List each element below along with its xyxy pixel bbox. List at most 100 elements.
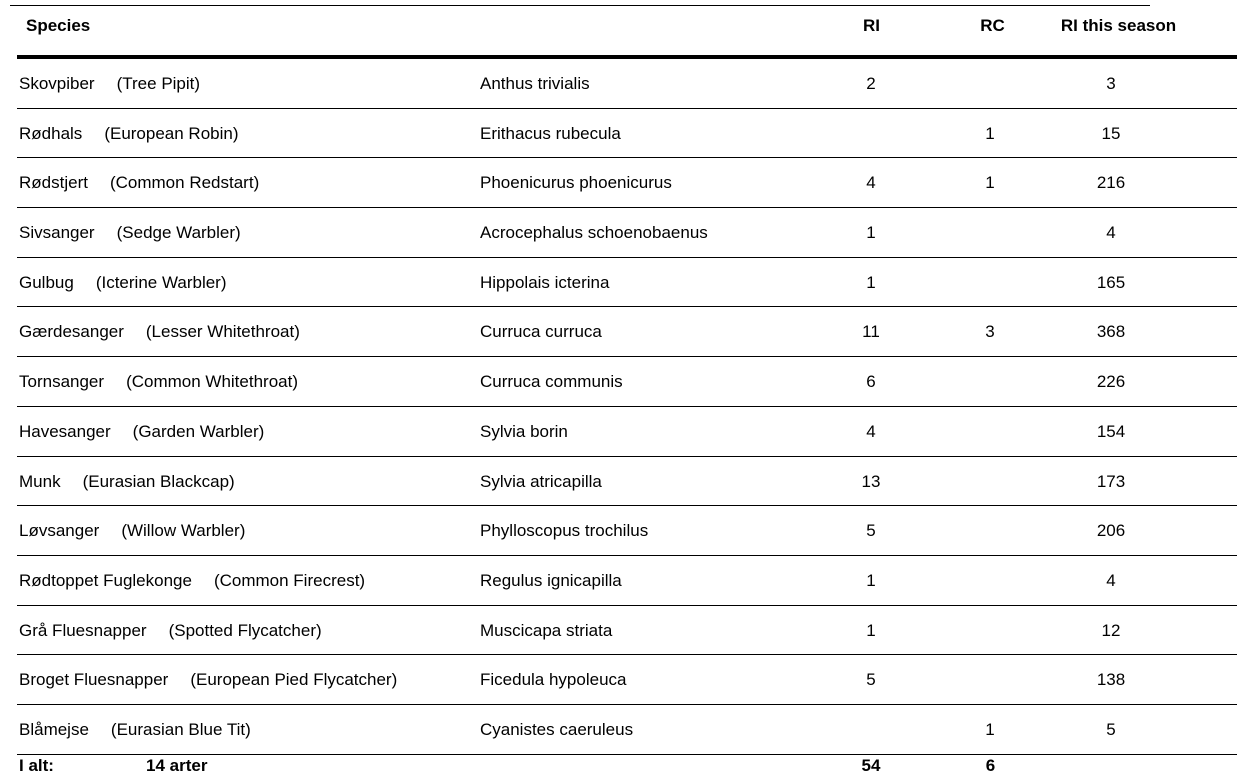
table-row: Rødtoppet Fuglekonge (Common Firecrest) Re… bbox=[17, 556, 1237, 606]
english-name: (Garden Warbler) bbox=[132, 421, 265, 441]
header-species: Species bbox=[26, 16, 91, 35]
english-name: (European Robin) bbox=[104, 123, 239, 143]
table-row: Rødhals (European Robin) Erithacus rubecul… bbox=[17, 109, 1237, 159]
table-row: Løvsanger (Willow Warbler) Phylloscopus tr… bbox=[17, 506, 1237, 556]
english-name: (Lesser Whitethroat) bbox=[145, 322, 300, 342]
ri-season-value: 206 bbox=[1096, 521, 1126, 541]
english-name: (Common Whitethroat) bbox=[126, 372, 298, 392]
latin-name: Hippolais icterina bbox=[480, 272, 610, 292]
species-name: Havesanger (Garden Warbler) bbox=[19, 407, 264, 457]
species-name: Sivsanger (Sedge Warbler) bbox=[19, 208, 241, 258]
species-name: Rødtoppet Fuglekonge (Common Firecrest) bbox=[19, 556, 365, 606]
total-species-count: 14 arter bbox=[146, 756, 208, 775]
danish-name: Broget Fluesnapper bbox=[19, 670, 169, 690]
danish-name: Gærdesanger bbox=[19, 322, 124, 342]
species-name: Gærdesanger (Lesser Whitethroat) bbox=[19, 307, 300, 357]
ri-season-value: 165 bbox=[1096, 272, 1126, 292]
ri-value: 13 bbox=[861, 471, 881, 491]
species-name: Munk (Eurasian Blackcap) bbox=[19, 457, 235, 507]
ri-value: 1 bbox=[866, 620, 876, 640]
rc-value: 1 bbox=[985, 719, 995, 739]
ri-value: 4 bbox=[866, 421, 876, 441]
total-ri: 54 bbox=[861, 756, 881, 775]
table-row: Gærdesanger (Lesser Whitethroat) Curruca c… bbox=[17, 307, 1237, 358]
header-rule bbox=[17, 55, 1237, 59]
danish-name: Rødstjert bbox=[19, 173, 88, 193]
danish-name: Rødhals bbox=[19, 123, 83, 143]
species-name: Grå Fluesnapper (Spotted Flycatcher) bbox=[19, 606, 322, 656]
ri-value: 1 bbox=[866, 223, 876, 243]
latin-name: Sylvia borin bbox=[480, 421, 568, 441]
table-row: Skovpiber (Tree Pipit) Anthus trivialis 2 3 bbox=[17, 59, 1237, 109]
latin-name: Ficedula hypoleuca bbox=[480, 670, 627, 690]
table-row: Rødstjert (Common Redstart) Phoenicurus ph… bbox=[17, 158, 1237, 209]
danish-name: Skovpiber bbox=[19, 74, 95, 93]
english-name: (Sedge Warbler) bbox=[116, 223, 241, 243]
ri-value: 5 bbox=[866, 670, 876, 690]
latin-name: Phylloscopus trochilus bbox=[480, 521, 649, 541]
danish-name: Tornsanger bbox=[19, 372, 105, 392]
ri-season-value: 173 bbox=[1096, 471, 1126, 491]
english-name: (European Pied Flycatcher) bbox=[190, 670, 398, 690]
ri-season-value: 15 bbox=[1101, 123, 1121, 143]
ri-season-value: 368 bbox=[1096, 322, 1126, 342]
english-name: (Spotted Flycatcher) bbox=[168, 620, 322, 640]
danish-name: Løvsanger bbox=[19, 521, 100, 541]
table-body: Skovpiber (Tree Pipit) Anthus trivialis 2 3 R… bbox=[0, 59, 1253, 755]
header-ri: RI bbox=[863, 16, 880, 35]
species-name: Skovpiber (Tree Pipit) bbox=[19, 59, 200, 109]
ri-value: 11 bbox=[862, 322, 880, 342]
danish-name: Munk bbox=[19, 471, 61, 491]
rc-value: 1 bbox=[985, 123, 995, 143]
danish-name: Rødtoppet Fuglekonge bbox=[19, 570, 192, 590]
rc-value: 3 bbox=[985, 322, 995, 342]
ri-season-value: 216 bbox=[1096, 173, 1126, 193]
rc-value: 1 bbox=[985, 173, 995, 193]
ri-season-value: 5 bbox=[1106, 719, 1116, 739]
species-name: Rødstjert (Common Redstart) bbox=[19, 158, 259, 208]
danish-name: Havesanger bbox=[19, 421, 111, 441]
latin-name: Regulus ignicapilla bbox=[480, 570, 622, 590]
latin-name: Erithacus rubecula bbox=[480, 123, 621, 143]
table-row: Havesanger (Garden Warbler) Sylvia borin 4 1… bbox=[17, 407, 1237, 457]
latin-name: Muscicapa striata bbox=[480, 620, 613, 640]
table-row: Munk (Eurasian Blackcap) Sylvia atricapill… bbox=[17, 457, 1237, 507]
species-name: Gulbug (Icterine Warbler) bbox=[19, 258, 227, 308]
latin-name: Phoenicurus phoenicurus bbox=[480, 173, 672, 193]
table-row: Gulbug (Icterine Warbler) Hippolais icteri… bbox=[17, 258, 1237, 308]
ri-value: 5 bbox=[866, 521, 876, 541]
species-name: Rødhals (European Robin) bbox=[19, 109, 239, 159]
ri-season-value: 226 bbox=[1096, 372, 1126, 392]
table-row: Sivsanger (Sedge Warbler) Acrocephalus sch… bbox=[17, 208, 1237, 258]
species-name: Blåmejse (Eurasian Blue Tit) bbox=[19, 705, 251, 755]
ri-season-value: 138 bbox=[1096, 670, 1126, 690]
ri-value: 2 bbox=[866, 74, 876, 93]
latin-name: Acrocephalus schoenobaenus bbox=[480, 223, 708, 243]
danish-name: Gulbug bbox=[19, 272, 74, 292]
table-header: Species RI RC RI this season bbox=[0, 6, 1253, 56]
english-name: (Willow Warbler) bbox=[121, 521, 246, 541]
ri-value: 1 bbox=[866, 272, 876, 292]
header-rc: RC bbox=[980, 16, 1005, 35]
danish-name: Sivsanger bbox=[19, 223, 95, 243]
latin-name: Anthus trivialis bbox=[480, 74, 590, 93]
english-name: (Icterine Warbler) bbox=[95, 272, 227, 292]
ri-season-value: 12 bbox=[1101, 620, 1121, 640]
species-name: Broget Fluesnapper (European Pied Flycatc… bbox=[19, 655, 397, 705]
english-name: (Common Firecrest) bbox=[213, 570, 366, 590]
english-name: (Tree Pipit) bbox=[116, 74, 201, 93]
species-name: Løvsanger (Willow Warbler) bbox=[19, 506, 245, 556]
ri-season-value: 3 bbox=[1106, 74, 1116, 93]
ri-season-value: 154 bbox=[1096, 421, 1126, 441]
ri-season-value: 4 bbox=[1106, 223, 1116, 243]
ri-value: 6 bbox=[866, 372, 876, 392]
ri-season-value: 4 bbox=[1106, 570, 1116, 590]
total-rc: 6 bbox=[985, 756, 996, 775]
table-row: Tornsanger (Common Whitethroat) Curruca co… bbox=[17, 357, 1237, 407]
species-name: Tornsanger (Common Whitethroat) bbox=[19, 357, 298, 407]
english-name: (Eurasian Blackcap) bbox=[82, 471, 235, 491]
latin-name: Cyanistes caeruleus bbox=[480, 719, 634, 739]
table-row: Broget Fluesnapper (European Pied Flycatc… bbox=[17, 655, 1237, 705]
english-name: (Common Redstart) bbox=[109, 173, 260, 193]
total-row: I alt: 14 arter 54 6 bbox=[0, 752, 1253, 782]
